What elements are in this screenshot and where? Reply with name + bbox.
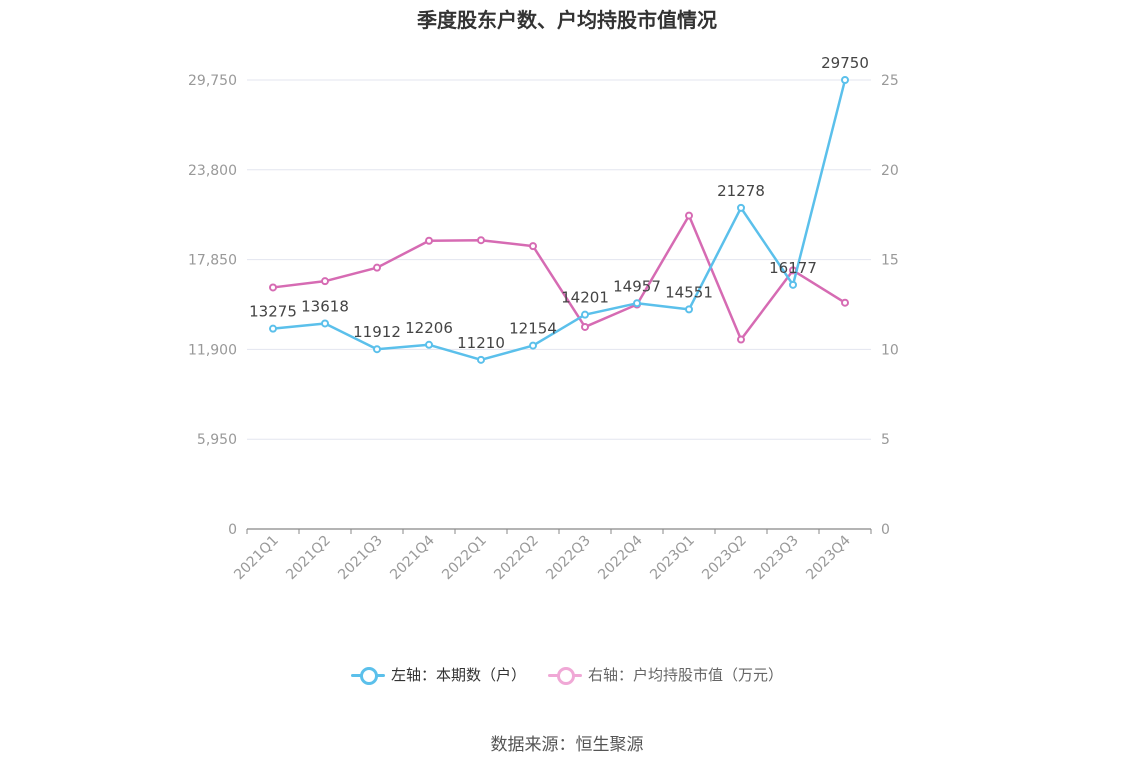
data-point-left xyxy=(373,345,381,354)
left-axis-tick-label: 29,750 xyxy=(188,73,237,89)
x-axis-tick-label: 2023Q1 xyxy=(647,533,698,584)
legend-label: 左轴：本期数（户） xyxy=(390,666,526,684)
data-point-right xyxy=(373,263,381,272)
right-axis-tick-label: 25 xyxy=(881,73,899,89)
x-axis-tick-label: 2023Q3 xyxy=(751,533,802,584)
data-label: 11912 xyxy=(353,323,401,341)
data-label: 14201 xyxy=(561,289,609,307)
data-label: 13275 xyxy=(249,303,297,321)
data-point-right xyxy=(841,298,849,307)
data-label: 13618 xyxy=(301,297,349,315)
data-point-left xyxy=(269,324,277,333)
right-axis-tick-label: 0 xyxy=(881,522,890,538)
series-lines xyxy=(269,76,849,364)
legend-label: 右轴：户均持股市值（万元） xyxy=(588,666,784,684)
legend-swatch-circle-icon xyxy=(350,665,385,685)
right-axis-tick-label: 10 xyxy=(881,342,899,358)
data-point-left xyxy=(529,341,537,350)
data-point-left xyxy=(581,310,589,319)
x-axis-tick-label: 2021Q1 xyxy=(231,533,282,584)
data-point-left xyxy=(425,340,433,349)
right-axis-tick-label: 20 xyxy=(881,163,899,179)
left-axis-tick-label: 5,950 xyxy=(197,432,237,448)
left-axis-tick-label: 0 xyxy=(228,522,237,538)
data-label: 14957 xyxy=(613,277,661,295)
legend-swatch-circle-icon xyxy=(548,665,582,685)
x-axis-tick-label: 2022Q3 xyxy=(543,533,594,584)
x-axis-tick-label: 2022Q1 xyxy=(439,533,490,584)
left-axis-tick-label: 23,800 xyxy=(188,163,237,179)
data-point-left xyxy=(685,305,693,314)
data-point-right xyxy=(477,236,485,245)
series-line-right xyxy=(272,214,846,341)
data-label: 12154 xyxy=(509,320,557,338)
x-axis-tick-label: 2022Q4 xyxy=(595,532,646,583)
data-point-right xyxy=(737,335,745,344)
left-axis-tick-label: 11,900 xyxy=(188,342,237,358)
data-label: 29750 xyxy=(821,54,869,72)
data-point-right xyxy=(581,322,589,331)
data-label: 16177 xyxy=(769,259,817,277)
data-label: 21278 xyxy=(717,182,765,200)
data-label: 14551 xyxy=(665,283,713,301)
data-point-left xyxy=(633,299,641,308)
data-point-right xyxy=(425,236,433,245)
grid-lines xyxy=(247,79,871,440)
series-line-left xyxy=(272,79,847,362)
data-point-right xyxy=(685,211,693,220)
source-note: 数据来源：恒生聚源 xyxy=(490,735,644,755)
data-point-right xyxy=(529,242,537,251)
x-axis-tick-label: 2023Q2 xyxy=(699,533,750,584)
data-point-left xyxy=(789,280,797,289)
x-axis-tick-label: 2022Q2 xyxy=(491,533,542,584)
data-point-left xyxy=(841,76,849,84)
x-axis-tick-label: 2021Q3 xyxy=(335,533,386,584)
x-axis-tick-label: 2023Q4 xyxy=(803,532,854,583)
chart-title: 季度股东户数、户均持股市值情况 xyxy=(417,8,717,32)
data-point-right xyxy=(321,277,329,286)
data-point-right xyxy=(269,283,277,292)
legend: 左轴：本期数（户） 右轴：户均持股市值（万元） xyxy=(0,664,1134,685)
data-point-left xyxy=(477,355,485,364)
data-label: 11210 xyxy=(457,334,505,352)
right-axis-tick-label: 15 xyxy=(881,253,899,269)
legend-item-left-axis[interactable]: 左轴：本期数（户） xyxy=(350,664,526,685)
x-axis-tick-label: 2021Q4 xyxy=(387,532,438,583)
right-axis-tick-label: 5 xyxy=(881,432,890,448)
data-point-left xyxy=(737,203,745,212)
legend-item-right-axis[interactable]: 右轴：户均持股市值（万元） xyxy=(548,664,783,685)
data-point-left xyxy=(321,319,329,328)
left-axis-tick-label: 17,850 xyxy=(188,253,237,269)
x-axis-tick-label: 2021Q2 xyxy=(283,533,334,584)
data-label: 12206 xyxy=(405,319,453,337)
